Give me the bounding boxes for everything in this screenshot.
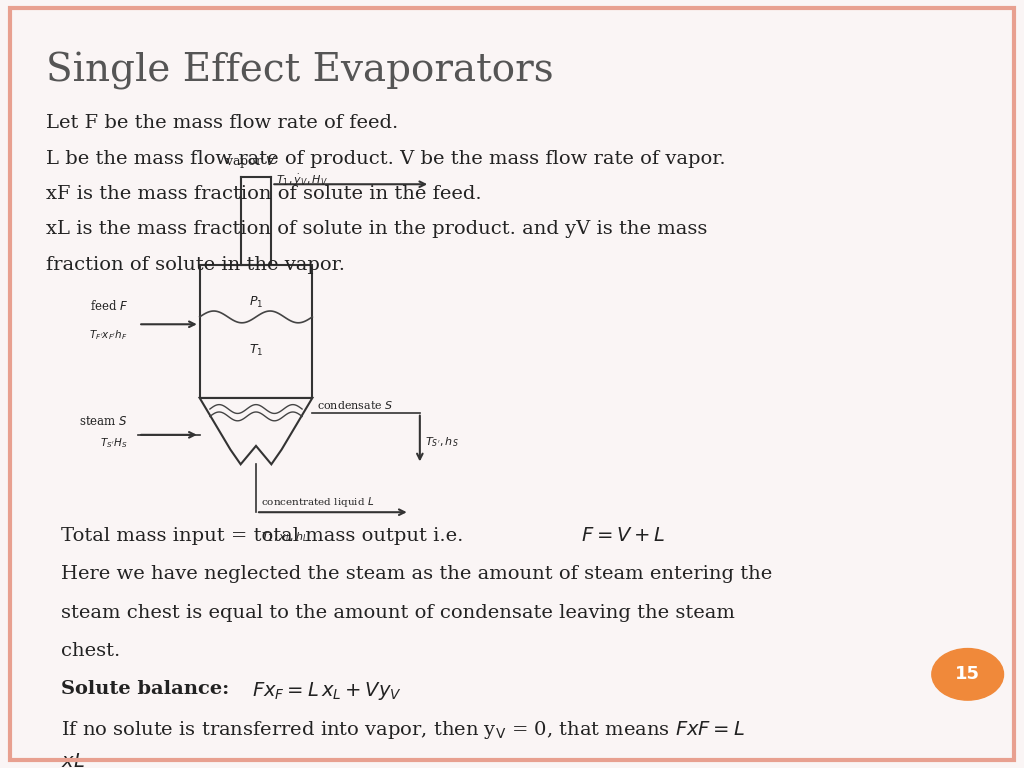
Text: 15: 15: [955, 665, 980, 684]
Text: $Fx_F = L\,x_L + Vy_V$: $Fx_F = L\,x_L + Vy_V$: [252, 680, 401, 702]
Text: Single Effect Evaporators: Single Effect Evaporators: [46, 51, 554, 90]
Text: $xL$: $xL$: [61, 753, 85, 768]
Text: fraction of solute in the vapor.: fraction of solute in the vapor.: [46, 256, 345, 273]
Text: feed $F$: feed $F$: [89, 299, 128, 313]
Text: concentrated liquid $L$: concentrated liquid $L$: [261, 495, 375, 508]
Text: $T_1, x_L, h_L$: $T_1, x_L, h_L$: [261, 531, 308, 545]
Text: chest.: chest.: [61, 642, 121, 660]
Text: $T_1, \dot{y}_V, H_V$: $T_1, \dot{y}_V, H_V$: [276, 173, 329, 188]
Text: Here we have neglected the steam as the amount of steam entering the: Here we have neglected the steam as the …: [61, 565, 773, 583]
Text: If no solute is transferred into vapor, then y$_{\rm V}$ = 0, that means $FxF = : If no solute is transferred into vapor, …: [61, 719, 745, 740]
Text: $P_1$: $P_1$: [249, 295, 263, 310]
Text: Total mass input = total mass output i.e.: Total mass input = total mass output i.e…: [61, 527, 470, 545]
Text: $T_{S'}, h_S$: $T_{S'}, h_S$: [425, 435, 459, 449]
Text: steam chest is equal to the amount of condensate leaving the steam: steam chest is equal to the amount of co…: [61, 604, 735, 621]
Text: vapor $V$: vapor $V$: [225, 154, 276, 170]
Text: $T_{F'} x_{F'} h_F$: $T_{F'} x_{F'} h_F$: [89, 328, 128, 342]
Text: Solute balance:: Solute balance:: [61, 680, 237, 698]
Text: $F= V + L$: $F= V + L$: [581, 527, 665, 545]
Text: xL is the mass fraction of solute in the product. and yV is the mass: xL is the mass fraction of solute in the…: [46, 220, 708, 238]
Text: xF is the mass fraction of solute in the feed.: xF is the mass fraction of solute in the…: [46, 185, 481, 203]
Text: L be the mass flow rate of product. V be the mass flow rate of vapor.: L be the mass flow rate of product. V be…: [46, 150, 726, 167]
Text: Let F be the mass flow rate of feed.: Let F be the mass flow rate of feed.: [46, 114, 398, 132]
Text: $T_1$: $T_1$: [249, 343, 263, 358]
Text: $T_{S'} H_S$: $T_{S'} H_S$: [100, 436, 128, 450]
Circle shape: [932, 648, 1004, 700]
Text: steam $S$: steam $S$: [79, 415, 128, 428]
Text: condensate $S$: condensate $S$: [317, 399, 394, 412]
